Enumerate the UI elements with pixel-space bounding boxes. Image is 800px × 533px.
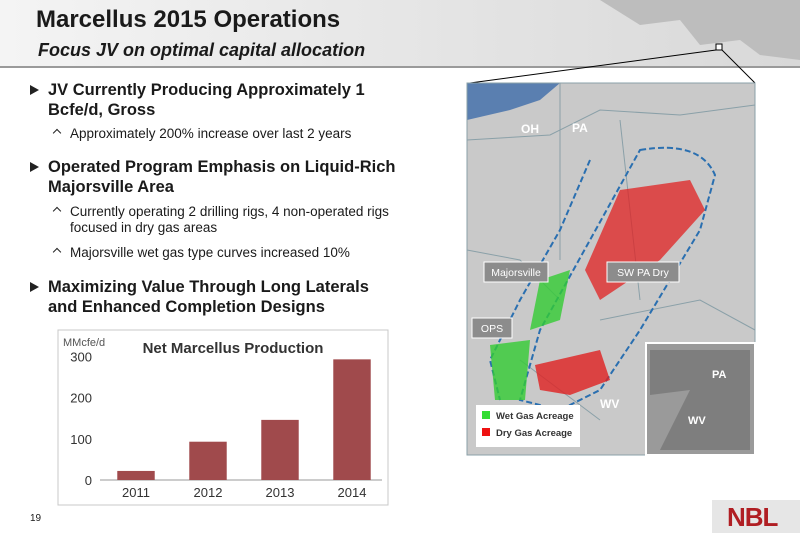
inset-shape [650,350,750,450]
y-axis-label: MMcfe/d [63,337,105,349]
legend-label: Wet Gas Acreage [496,411,574,422]
callout-label: SW PA Dry [617,267,669,279]
bullet: Operated Program Emphasis on Liquid-Rich… [30,157,398,197]
map-label: OH [521,122,539,136]
lake [467,83,560,120]
wet-gas-area [490,270,570,400]
header-rule [0,66,800,68]
logo-text: NBL [727,502,778,532]
bar [333,359,371,480]
map-locator [715,43,723,51]
callout-box [471,317,513,339]
y-tick-label: 200 [70,391,92,406]
legend-swatch [482,428,490,436]
legend-label: Dry Gas Acreage [496,428,572,439]
map-label: WV [600,397,619,411]
locator-line [469,49,717,84]
y-tick-label: 100 [70,432,92,447]
y-tick-label: 0 [85,473,92,488]
x-tick-label: 2014 [338,485,367,500]
callout-box [606,261,680,283]
world-map-decoration [600,0,800,60]
title: Marcellus 2015 Operations [36,6,341,33]
x-tick-label: 2012 [194,485,223,500]
dry-gas-area [535,350,610,395]
callout-box [483,261,549,283]
bar [189,441,227,480]
logo-pattern [712,500,800,533]
x-tick-label: 2011 [122,485,150,500]
locator-line [721,49,756,84]
bullet: JV Currently Producing Approximately 1 B… [30,80,398,120]
bar [117,470,155,480]
chart-title: Net Marcellus Production [143,340,324,357]
bullet: Maximizing Value Through Long Laterals a… [30,277,398,317]
legend-swatch [482,411,490,419]
page-number: 19 [30,513,42,524]
sub-bullet: Majorsville wet gas type curves increase… [70,245,400,261]
callout-label: Majorsville [491,267,541,279]
sub-bullet: Currently operating 2 drilling rigs, 4 n… [70,204,400,236]
map-label: PA [712,369,727,381]
subtitle: Focus JV on optimal capital allocation [38,40,366,60]
legend-box [476,405,580,447]
logo [712,500,800,533]
map-label: WV [688,415,706,427]
bar [261,419,299,480]
callout-label: OPS [481,323,503,335]
x-tick-label: 2013 [266,485,295,500]
y-tick-label: 300 [70,349,92,364]
chart: Net Marcellus Production MMcfe/d 0 100 200 30… [63,337,382,500]
sub-bullet: Approximately 200% increase over last 2 … [70,126,400,142]
map-label: PA [572,121,588,135]
map-text: OH PA WV Majorsville SW PA Dry OPS PA WV Wet Gas… [471,121,727,447]
